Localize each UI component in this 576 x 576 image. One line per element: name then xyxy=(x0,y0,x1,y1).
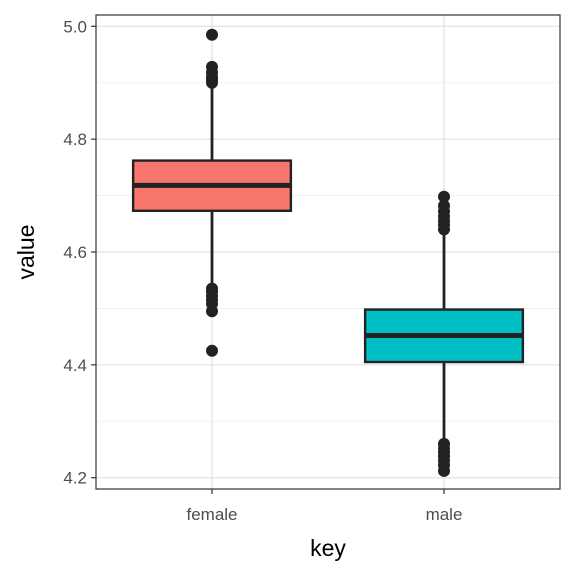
outlier-point xyxy=(206,282,218,295)
outlier-point xyxy=(206,60,218,73)
y-tick-label: 4.4 xyxy=(63,356,87,375)
outlier-point xyxy=(438,199,450,212)
outlier-point xyxy=(438,190,450,203)
y-tick-label: 5.0 xyxy=(63,17,87,36)
y-axis-title: value xyxy=(13,225,39,280)
y-tick-label: 4.8 xyxy=(63,130,87,149)
outlier-point xyxy=(438,437,450,450)
x-axis-title: key xyxy=(310,535,346,561)
x-tick-label: male xyxy=(426,505,463,524)
box-male xyxy=(363,190,525,477)
outlier-point xyxy=(206,28,218,41)
x-tick-label: female xyxy=(186,505,237,524)
y-tick-label: 4.6 xyxy=(63,243,87,262)
outlier-point xyxy=(206,344,218,357)
axis-ticks: 4.2 4.4 4.6 4.8 5.0 female male xyxy=(63,17,462,524)
boxes xyxy=(131,28,525,477)
y-tick-label: 4.2 xyxy=(63,469,87,488)
box-female xyxy=(131,28,293,357)
